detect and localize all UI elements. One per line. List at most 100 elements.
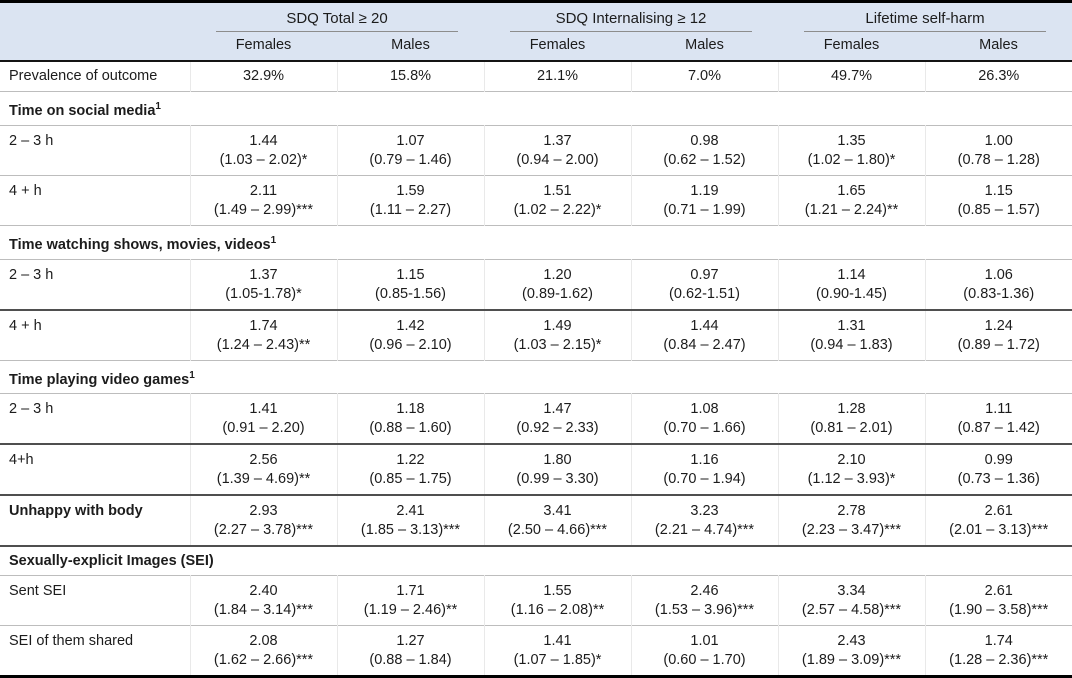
confidence-interval: (2.27 – 3.78)*** <box>213 522 314 539</box>
group-title: SDQ Internalising ≥ 12 <box>510 3 752 32</box>
table-row: Sent SEI 2.40 (1.84 – 3.14)*** 1.71 (1.19 – … <box>0 575 1072 626</box>
table-header: SDQ Total ≥ 20 SDQ Internalising ≥ 12 Li… <box>0 1 1072 61</box>
confidence-interval: (1.21 – 2.24)** <box>804 201 899 218</box>
confidence-interval: (0.78 – 1.28) <box>957 151 1040 168</box>
odds-ratio-value: 2.93 <box>249 503 278 520</box>
odds-ratio-value: 0.98 <box>690 132 719 149</box>
row-label: 2 – 3 h <box>9 401 54 418</box>
value-cell: 1.31 (0.94 – 1.83) <box>777 309 925 361</box>
odds-ratio-value: 2.11 <box>249 182 278 199</box>
prevalence-value: 26.3% <box>924 61 1072 92</box>
prevalence-value: 15.8% <box>336 61 484 92</box>
odds-ratio-value: 1.74 <box>984 633 1013 650</box>
odds-ratio-value: 1.19 <box>690 182 719 199</box>
odds-ratio-value: 1.51 <box>543 182 572 199</box>
confidence-interval: (0.92 – 2.33) <box>516 420 599 437</box>
section-row: Sexually-explicit Images (SEI) <box>0 546 1072 576</box>
odds-ratio-value: 1.49 <box>543 317 572 334</box>
col-header-females: Females <box>823 37 880 53</box>
odds-ratio-value: 1.18 <box>396 401 425 418</box>
value-cell: 1.71 (1.19 – 2.46)** <box>336 575 484 626</box>
section-row: Time playing video games1 <box>0 360 1072 394</box>
row-label: 4+h <box>9 452 34 469</box>
value-cell: 0.98 (0.62 – 1.52) <box>630 125 778 176</box>
confidence-interval: (0.88 – 1.84) <box>369 652 452 669</box>
odds-ratio-value: 1.47 <box>543 401 572 418</box>
odds-ratio-value: 2.10 <box>837 452 866 469</box>
odds-ratio-value: 3.34 <box>837 583 866 600</box>
odds-ratio-value: 1.28 <box>837 401 866 418</box>
confidence-interval: (1.28 – 2.36)*** <box>949 652 1049 669</box>
confidence-interval: (1.85 – 3.13)*** <box>360 522 461 539</box>
footnote-marker: 1 <box>189 369 195 381</box>
value-cell: 0.99 (0.73 – 1.36) <box>924 444 1072 496</box>
odds-ratio-value: 3.23 <box>690 503 719 520</box>
group-header-sdq-total: SDQ Total ≥ 20 <box>190 2 484 32</box>
row-label: 2 – 3 h <box>9 132 54 149</box>
odds-ratio-value: 2.61 <box>984 583 1013 600</box>
odds-ratio-value: 1.74 <box>249 317 278 334</box>
odds-ratio-value: 1.15 <box>984 182 1013 199</box>
table-row: 4+h 2.56 (1.39 – 4.69)** 1.22 (0.85 – 1.75) 1… <box>0 444 1072 496</box>
value-cell: 1.20 (0.89-1.62) <box>483 259 631 310</box>
value-cell: 2.61 (1.90 – 3.58)*** <box>924 575 1072 626</box>
confidence-interval: (0.99 – 3.30) <box>516 471 599 488</box>
value-cell: 1.19 (0.71 – 1.99) <box>630 175 778 226</box>
confidence-interval: (1.49 – 2.99)*** <box>213 201 314 218</box>
confidence-interval: (1.02 – 1.80)* <box>807 151 896 168</box>
confidence-interval: (1.11 – 2.27) <box>369 201 452 218</box>
value-cell: 0.97 (0.62-1.51) <box>630 259 778 310</box>
odds-ratio-value: 1.11 <box>985 401 1013 418</box>
value-cell: 1.55 (1.16 – 2.08)** <box>483 575 631 626</box>
value-cell: 1.15 (0.85-1.56) <box>336 259 484 310</box>
confidence-interval: (0.62-1.51) <box>669 285 740 302</box>
section-row: Time on social media1 <box>0 92 1072 126</box>
value-cell: 1.51 (1.02 – 2.22)* <box>483 175 631 226</box>
value-cell: 1.07 (0.79 – 1.46) <box>336 125 484 176</box>
value-cell: 1.11 (0.87 – 1.42) <box>924 393 1072 445</box>
confidence-interval: (0.73 – 1.36) <box>957 471 1040 488</box>
row-label: 4 + h <box>9 182 42 199</box>
prevalence-value: 21.1% <box>483 61 631 92</box>
value-cell: 1.65 (1.21 – 2.24)** <box>777 175 925 226</box>
confidence-interval: (0.87 – 1.42) <box>957 420 1040 437</box>
confidence-interval: (1.03 – 2.15)* <box>513 336 602 353</box>
odds-ratio-value: 1.41 <box>543 633 572 650</box>
header-label-spacer <box>0 32 190 61</box>
confidence-interval: (0.89-1.62) <box>522 285 593 302</box>
confidence-interval: (1.12 – 3.93)* <box>807 471 896 488</box>
row-label: Prevalence of outcome <box>9 68 158 84</box>
value-cell: 1.80 (0.99 – 3.30) <box>483 444 631 496</box>
value-cell: 1.22 (0.85 – 1.75) <box>336 444 484 496</box>
odds-ratio-value: 1.65 <box>837 182 866 199</box>
col-header-males: Males <box>391 37 430 53</box>
confidence-interval: (1.24 – 2.43)** <box>216 336 311 353</box>
row-label: SEI of them shared <box>9 633 134 650</box>
odds-ratio-value: 1.22 <box>396 452 425 469</box>
table-body: Prevalence of outcome 32.9% 15.8% 21.1% 7.0%… <box>0 61 1072 677</box>
value-cell: 3.34 (2.57 – 4.58)*** <box>777 575 925 626</box>
odds-ratio-value: 1.44 <box>690 317 719 334</box>
confidence-interval: (2.23 – 3.47)*** <box>801 522 902 539</box>
value-cell: 1.27 (0.88 – 1.84) <box>336 625 484 677</box>
odds-ratio-value: 1.20 <box>543 266 572 283</box>
confidence-interval: (0.90-1.45) <box>816 285 887 302</box>
odds-ratio-value: 1.44 <box>249 132 278 149</box>
value-cell: 2.46 (1.53 – 3.96)*** <box>630 575 778 626</box>
table-row: 2 – 3 h 1.41 (0.91 – 2.20) 1.18 (0.88 – 1.60… <box>0 393 1072 445</box>
value-cell: 1.44 (1.03 – 2.02)* <box>189 125 337 176</box>
group-title: SDQ Total ≥ 20 <box>216 3 458 32</box>
value-cell: 1.41 (1.07 – 1.85)* <box>483 625 631 677</box>
confidence-interval: (1.62 – 2.66)*** <box>213 652 314 669</box>
confidence-interval: (0.62 – 1.52) <box>663 151 746 168</box>
footnote-marker: 1 <box>270 234 277 246</box>
value-cell: 1.49 (1.03 – 2.15)* <box>483 309 631 361</box>
odds-ratio-value: 1.80 <box>543 452 572 469</box>
table-row: 4 + h 2.11 (1.49 – 2.99)*** 1.59 (1.11 – 2.2… <box>0 175 1072 226</box>
footnote-marker: 1 <box>155 101 161 112</box>
value-cell: 3.23 (2.21 – 4.74)*** <box>630 495 778 547</box>
confidence-interval: (0.83-1.36) <box>963 285 1035 302</box>
value-cell: 1.16 (0.70 – 1.94) <box>630 444 778 496</box>
confidence-interval: (1.39 – 4.69)** <box>216 471 311 488</box>
confidence-interval: (1.84 – 3.14)*** <box>213 602 314 619</box>
